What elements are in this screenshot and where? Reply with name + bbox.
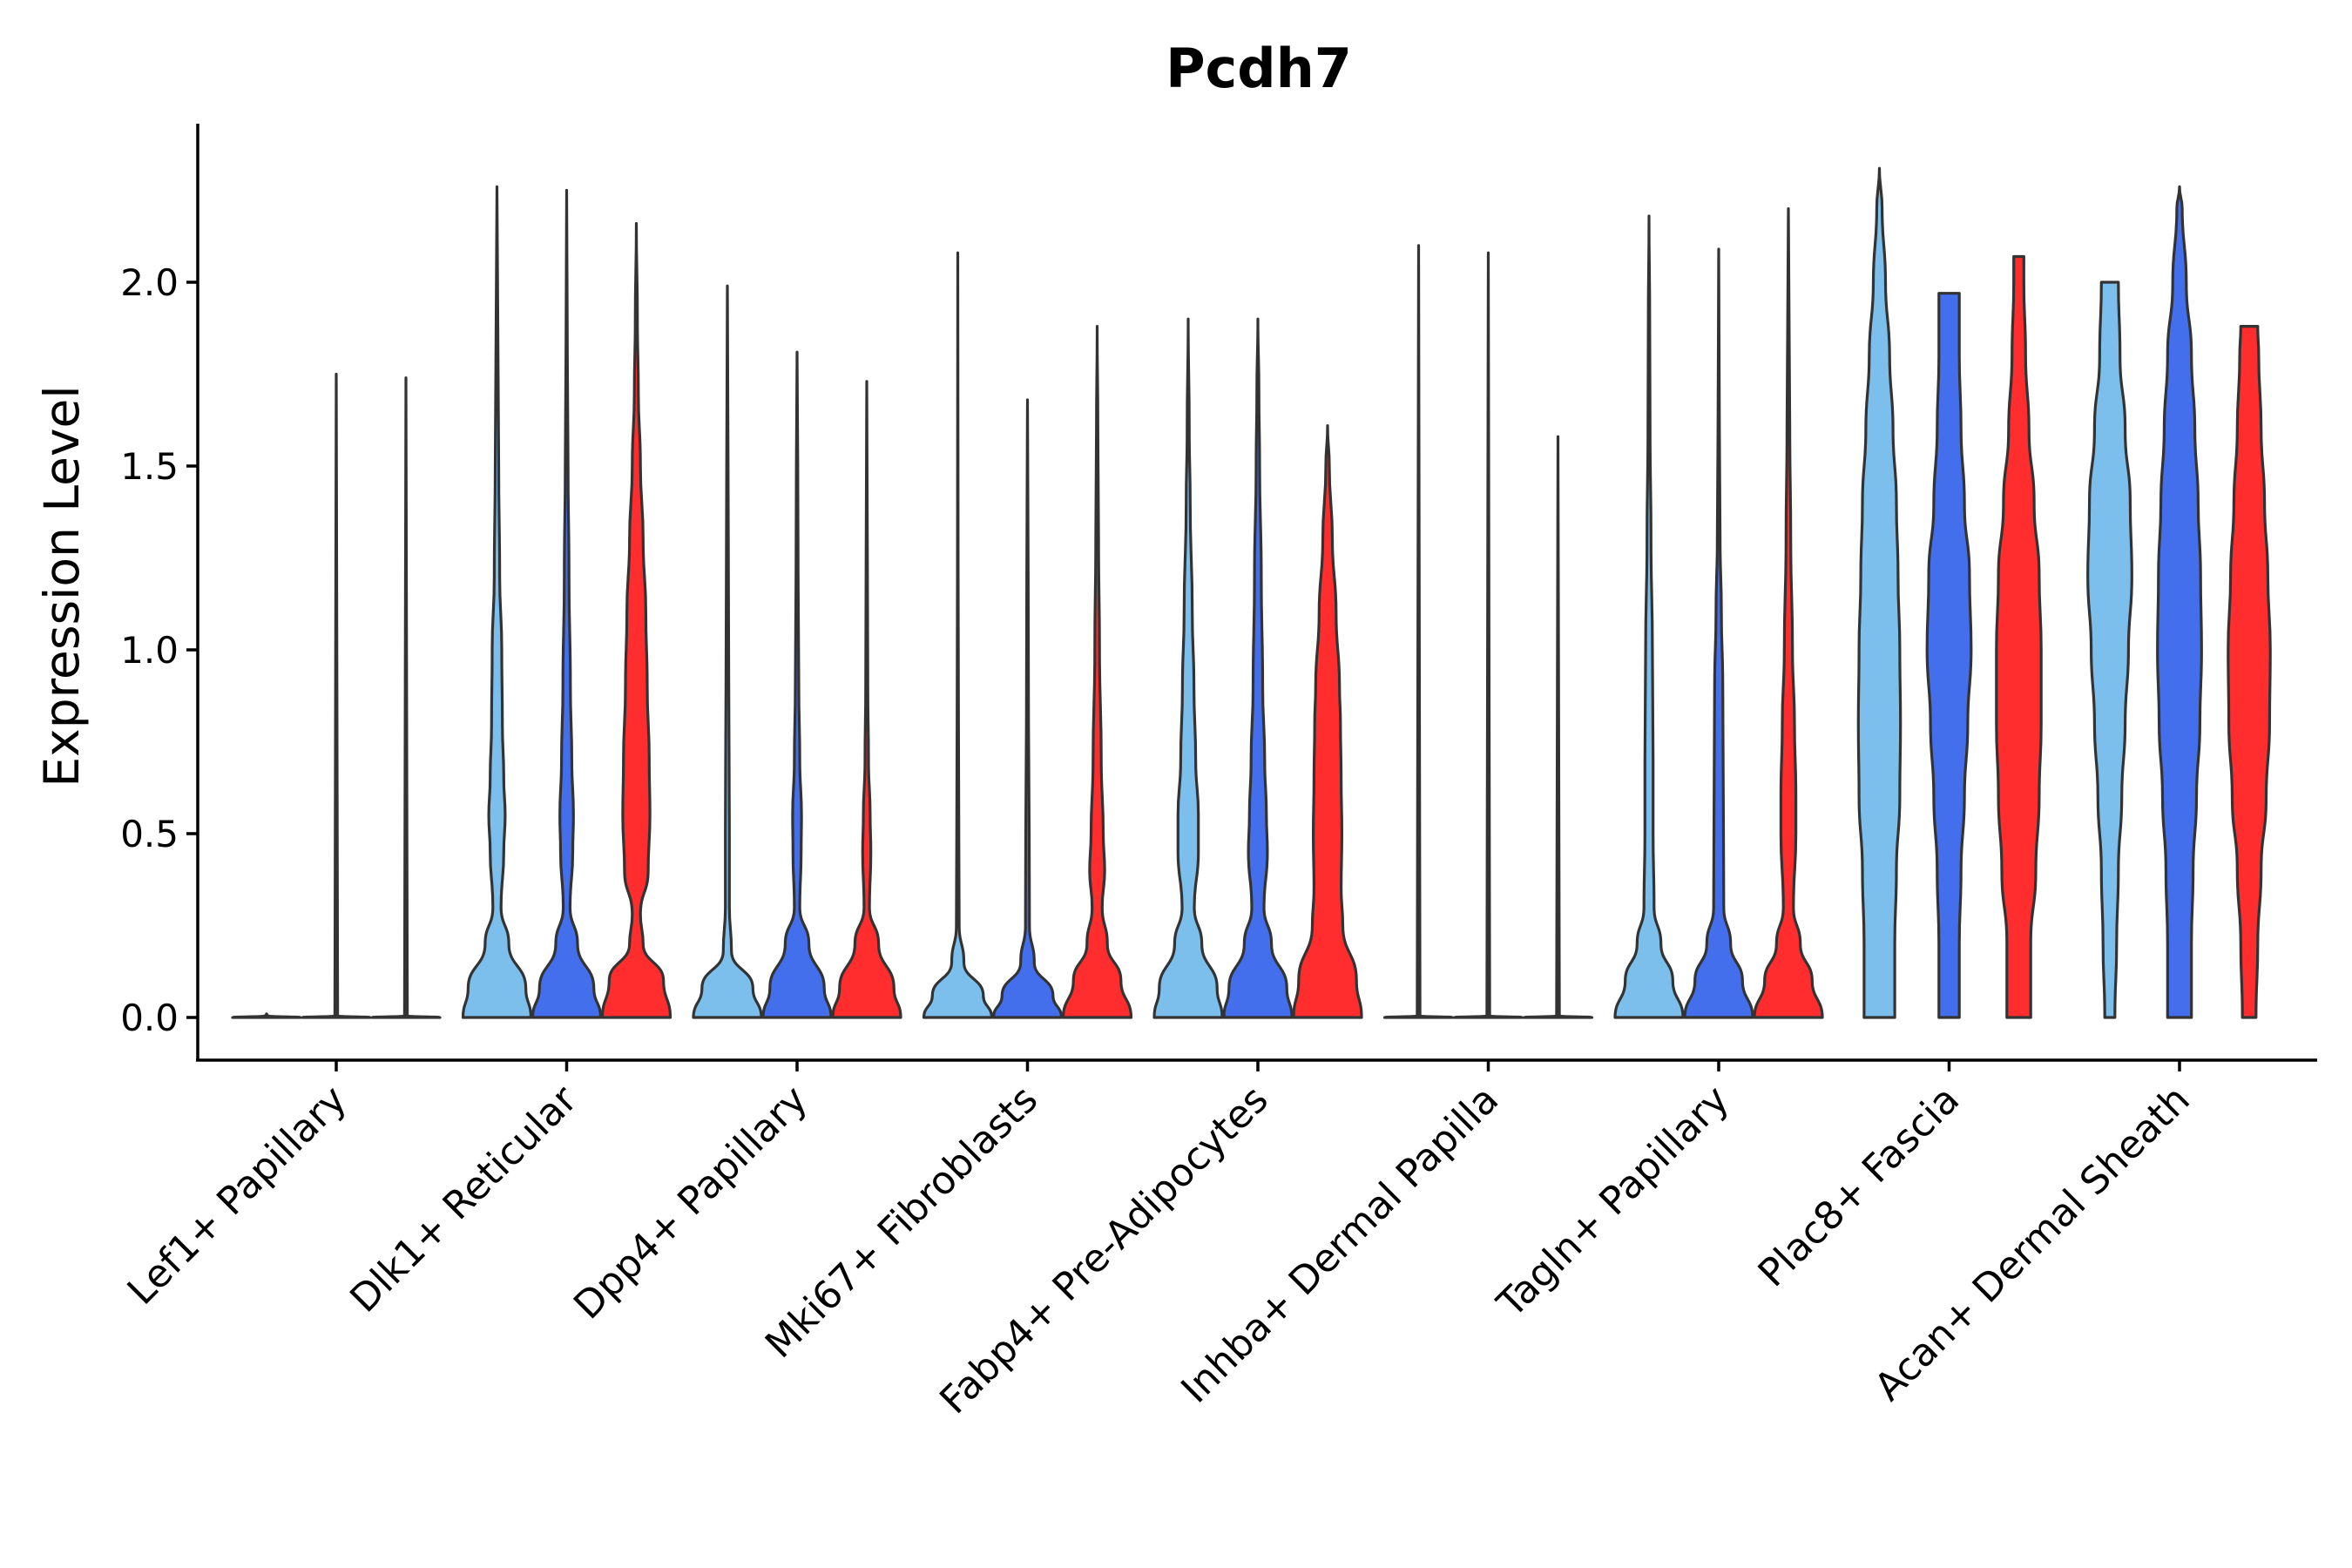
violin-2-series-3 — [600, 221, 672, 1019]
x-category-label: Plac8+ Fascia — [1750, 1078, 1969, 1296]
violin-9-series-3 — [2227, 325, 2272, 1019]
x-category-label: Tagln+ Papillary — [1489, 1078, 1738, 1327]
y-axis-ticks: 0.0 0.5 1.0 1.5 2.0 — [120, 261, 198, 1039]
violin-4-series-2 — [991, 398, 1064, 1019]
violin-7-series-1 — [1613, 214, 1685, 1019]
violin-8-series-3 — [1995, 254, 2043, 1019]
violin-1-series-3 — [370, 376, 442, 1019]
y-tick-label: 1.5 — [120, 445, 179, 488]
x-category-label: Lef1+ Papillary — [119, 1078, 355, 1314]
violin-5-series-3 — [1292, 424, 1363, 1019]
violin-8-series-1 — [1856, 166, 1903, 1019]
violin-8-series-2 — [1925, 292, 1973, 1019]
y-tick-label: 2.0 — [120, 261, 179, 304]
violins-layer — [231, 166, 2272, 1019]
violin-2-series-2 — [531, 188, 603, 1019]
violin-4-series-1 — [922, 251, 994, 1019]
violin-7-series-3 — [1753, 207, 1824, 1019]
chart-title: Pcdh7 — [1166, 37, 1352, 100]
violin-5-series-2 — [1222, 317, 1294, 1019]
violin-6-series-2 — [1452, 251, 1524, 1019]
violin-1-series-2 — [301, 372, 372, 1019]
violin-3-series-3 — [831, 380, 902, 1019]
violin-7-series-2 — [1683, 247, 1754, 1019]
y-tick-label: 0.0 — [120, 997, 179, 1039]
violin-6-series-3 — [1522, 435, 1594, 1019]
violin-6-series-1 — [1382, 244, 1455, 1019]
violin-3-series-2 — [761, 350, 833, 1019]
violin-3-series-1 — [692, 284, 763, 1019]
x-category-label: Dpp4+ Papillary — [565, 1078, 816, 1328]
violin-9-series-2 — [2156, 185, 2203, 1019]
violin-2-series-1 — [461, 185, 533, 1019]
x-category-label: Dlk1+ Reticular — [341, 1077, 586, 1321]
y-axis-title: Expression Level — [34, 385, 90, 787]
violin-4-series-3 — [1061, 325, 1133, 1019]
y-tick-label: 0.5 — [120, 813, 179, 855]
violin-9-series-1 — [2086, 280, 2133, 1019]
violin-5-series-1 — [1152, 317, 1224, 1019]
y-tick-label: 1.0 — [120, 629, 179, 672]
violin-1-series-1 — [231, 1012, 302, 1019]
